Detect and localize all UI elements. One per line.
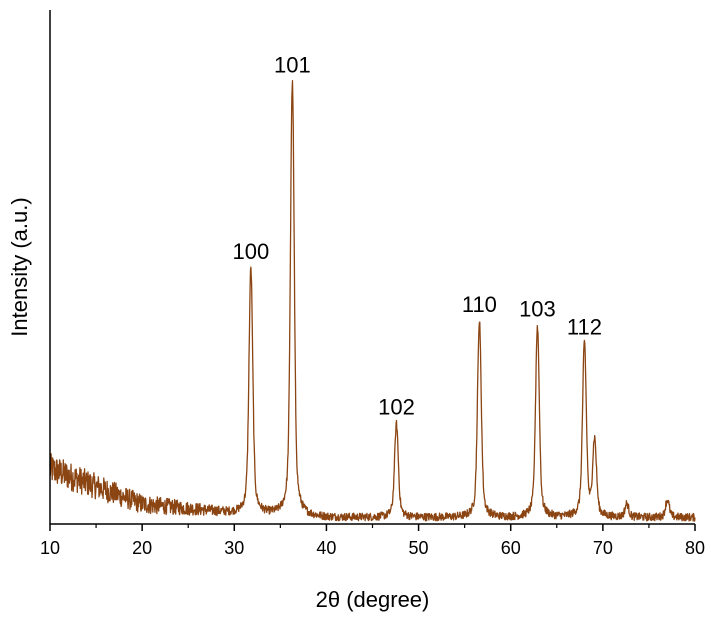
xrd-pattern-line xyxy=(49,80,696,522)
x-tick-label: 70 xyxy=(593,538,613,558)
x-ticks: 10 20 30 40 50 60 70 80 xyxy=(40,524,705,558)
peak-label-103: 103 xyxy=(519,297,556,322)
peak-label-102: 102 xyxy=(378,394,415,419)
peak-label-101: 101 xyxy=(274,52,311,77)
peak-annotations: 100 101 102 110 103 112 xyxy=(233,52,602,419)
x-tick-label: 80 xyxy=(685,538,705,558)
peak-label-110: 110 xyxy=(462,292,497,317)
x-tick-label: 30 xyxy=(224,538,244,558)
x-tick-label: 40 xyxy=(316,538,336,558)
y-axis-title: Intensity (a.u.) xyxy=(7,197,32,336)
x-tick-label: 20 xyxy=(132,538,152,558)
x-axis-title: 2θ (degree) xyxy=(316,587,430,612)
x-tick-label: 60 xyxy=(501,538,521,558)
x-tick-label: 10 xyxy=(40,538,60,558)
peak-label-100: 100 xyxy=(233,239,270,264)
peak-label-112: 112 xyxy=(567,314,602,339)
x-tick-label: 50 xyxy=(409,538,429,558)
